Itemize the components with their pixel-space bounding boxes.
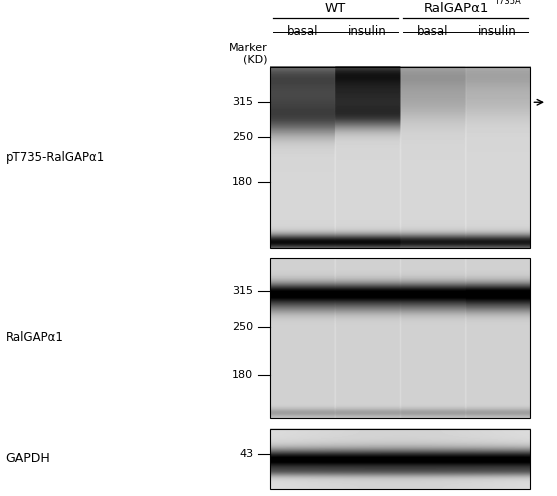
Text: insulin: insulin: [478, 25, 517, 38]
Text: pT735-RalGAPα1: pT735-RalGAPα1: [6, 151, 105, 164]
Text: basal: basal: [287, 25, 319, 38]
Text: 250: 250: [232, 131, 253, 142]
Text: 250: 250: [232, 321, 253, 332]
Bar: [270, 429, 530, 489]
Text: 315: 315: [232, 97, 253, 107]
Bar: [270, 67, 530, 248]
Text: RalGAPα1: RalGAPα1: [424, 2, 490, 15]
Text: Marker
(KD): Marker (KD): [228, 43, 267, 64]
Text: 180: 180: [232, 370, 253, 379]
Text: T735A: T735A: [494, 0, 520, 6]
Text: 180: 180: [232, 177, 253, 187]
Text: 43: 43: [240, 449, 253, 459]
Text: WT: WT: [325, 2, 346, 15]
Bar: [270, 258, 530, 418]
Text: 315: 315: [232, 287, 253, 297]
Text: insulin: insulin: [348, 25, 387, 38]
Text: basal: basal: [417, 25, 448, 38]
Text: RalGAPα1: RalGAPα1: [6, 331, 63, 344]
Text: GAPDH: GAPDH: [6, 452, 50, 465]
